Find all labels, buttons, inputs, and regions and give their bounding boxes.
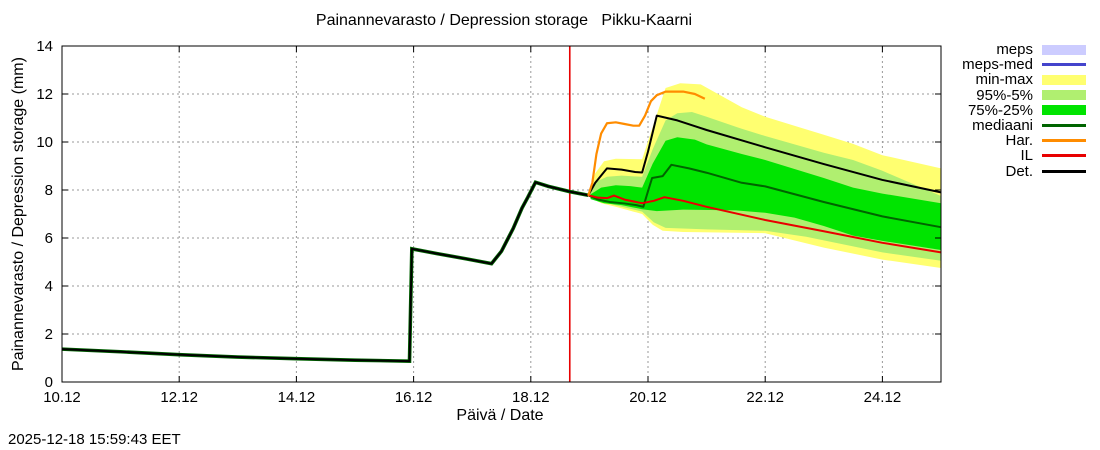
timestamp: 2025-12-18 15:59:43 EET <box>8 431 181 448</box>
legend-swatch-band <box>1042 74 1086 85</box>
legend-item-Det.: Det. <box>962 164 1086 179</box>
legend-label: 95%-5% <box>976 86 1033 104</box>
legend-item-meps: meps <box>962 42 1086 57</box>
legend-item-mediaani: mediaani <box>962 118 1086 133</box>
legend-swatch-line <box>1042 63 1086 67</box>
legend-swatch-band <box>1042 105 1086 116</box>
legend-label: mediaani <box>972 116 1033 134</box>
y-tick-label: 2 <box>45 326 53 343</box>
legend-label: Det. <box>1005 162 1033 180</box>
legend-label: 75%-25% <box>967 101 1033 119</box>
legend-item-Har.: Har. <box>962 133 1086 148</box>
x-tick-label: 20.12 <box>629 389 667 406</box>
y-tick-label: 0 <box>45 374 53 391</box>
line-Det. <box>587 114 942 196</box>
x-tick-label: 10.12 <box>43 389 81 406</box>
y-tick-label: 4 <box>45 278 53 295</box>
legend-label: IL <box>1020 147 1033 165</box>
x-tick-label: 22.12 <box>746 389 784 406</box>
legend-label: meps <box>996 41 1033 58</box>
line-history-underlay <box>61 180 589 363</box>
legend-item-75%-25%: 75%-25% <box>962 103 1086 118</box>
x-tick-label: 24.12 <box>864 389 902 406</box>
x-tick-label: 16.12 <box>395 389 433 406</box>
legend-swatch-line <box>1042 169 1086 173</box>
legend: meps meps-med min-max 95%-5% 75%-25% mediaani… <box>962 42 1086 179</box>
legend-label: min-max <box>975 71 1033 89</box>
legend-item-95%-5%: 95%-5% <box>962 88 1086 103</box>
legend-item-IL: IL <box>962 148 1086 163</box>
x-tick-label: 18.12 <box>512 389 550 406</box>
y-tick-label: 6 <box>45 230 53 247</box>
y-tick-label: 14 <box>36 38 53 55</box>
legend-label: meps-med <box>962 56 1033 74</box>
legend-swatch-line <box>1042 139 1086 143</box>
line-mediaani <box>587 163 942 229</box>
legend-swatch-line <box>1042 123 1086 127</box>
legend-label: Har. <box>1005 132 1033 150</box>
plot-border <box>61 45 942 383</box>
y-tick-label: 8 <box>45 182 53 199</box>
line-IL <box>587 194 942 254</box>
x-axis-label: Päivä / Date <box>456 407 544 424</box>
x-tick-label: 14.12 <box>278 389 316 406</box>
line-history <box>61 181 589 363</box>
y-tick-label: 12 <box>36 86 53 103</box>
x-tick-label: 12.12 <box>160 389 198 406</box>
legend-item-meps-med: meps-med <box>962 57 1086 72</box>
y-axis-label: Painannevarasto / Depression storage (mm… <box>10 57 27 371</box>
legend-swatch-band <box>1042 44 1086 55</box>
legend-item-min-max: min-max <box>962 72 1086 87</box>
y-tick-label: 10 <box>36 134 53 151</box>
legend-swatch-band <box>1042 90 1086 101</box>
legend-swatch-line <box>1042 154 1086 158</box>
chart-title: Painannevarasto / Depression storage Pik… <box>315 12 693 29</box>
line-Har. <box>587 90 706 197</box>
